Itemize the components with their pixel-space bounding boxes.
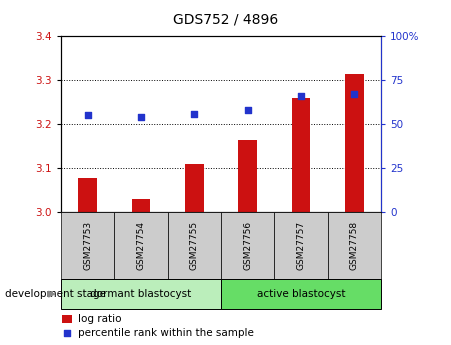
Point [84, 113, 91, 118]
Text: log ratio: log ratio [78, 314, 122, 324]
Bar [168, 212, 221, 279]
Bar [78, 178, 97, 212]
Bar [132, 199, 150, 212]
Text: GSM27756: GSM27756 [243, 221, 252, 270]
Point [191, 111, 198, 116]
Bar [238, 140, 257, 212]
Bar [221, 212, 274, 279]
Point [244, 107, 251, 113]
Bar [328, 212, 381, 279]
Text: GDS752 / 4896: GDS752 / 4896 [173, 12, 278, 26]
Text: GSM27753: GSM27753 [83, 221, 92, 270]
Text: GSM27758: GSM27758 [350, 221, 359, 270]
Text: active blastocyst: active blastocyst [257, 289, 345, 299]
Bar [63, 315, 72, 323]
Bar [292, 98, 310, 212]
Text: GSM27755: GSM27755 [190, 221, 199, 270]
Bar [61, 212, 114, 279]
Bar [185, 164, 204, 212]
Point [351, 91, 358, 97]
Point [64, 330, 71, 335]
Text: dormant blastocyst: dormant blastocyst [90, 289, 192, 299]
Bar [274, 212, 328, 279]
Text: GSM27757: GSM27757 [297, 221, 305, 270]
Text: development stage: development stage [5, 289, 106, 299]
Point [297, 93, 304, 99]
Text: GSM27754: GSM27754 [137, 221, 145, 270]
Text: percentile rank within the sample: percentile rank within the sample [78, 327, 254, 337]
Bar [61, 279, 221, 309]
Bar [345, 73, 364, 212]
Point [137, 115, 144, 120]
Bar [114, 212, 168, 279]
Bar [221, 279, 381, 309]
